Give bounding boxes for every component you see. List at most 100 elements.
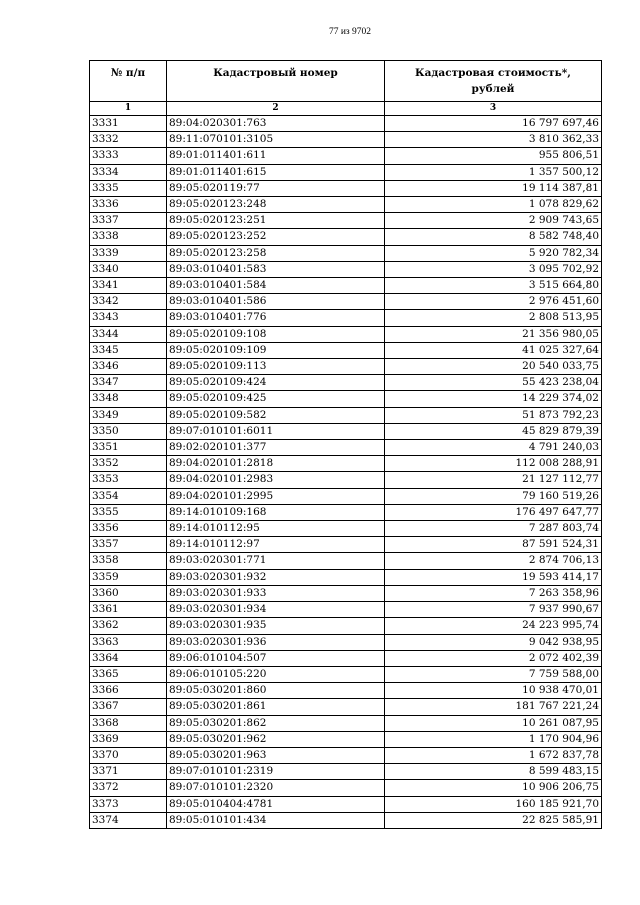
cadastral-number: 89:05:020109:109 <box>166 341 385 360</box>
row-index: 3348 <box>89 390 167 408</box>
row-index: 3336 <box>89 196 167 214</box>
table-row: 3348 89:05:020109:425 14 229 374,02 <box>89 390 602 408</box>
cadastral-value: 1 078 829,62 <box>384 196 602 214</box>
cadastral-number: 89:14:010112:95 <box>166 520 385 538</box>
cadastral-number: 89:04:020101:2983 <box>166 471 385 489</box>
cadastral-number: 89:05:020109:108 <box>166 325 385 343</box>
cadastral-number: 89:05:030201:962 <box>166 730 385 748</box>
row-index: 3340 <box>89 260 167 279</box>
cadastral-value: 87 591 524,31 <box>384 536 602 554</box>
row-index: 3356 <box>89 520 167 538</box>
table-header-row: № п/п Кадастровый номер Кадастровая стои… <box>89 60 602 102</box>
table-row: 3364 89:06:010104:507 2 072 402,39 <box>89 649 602 667</box>
table-row: 3340 89:03:010401:583 3 095 702,92 <box>89 260 602 279</box>
row-index: 3346 <box>89 358 167 376</box>
table-row: 3331 89:04:020301:763 16 797 697,46 <box>89 114 602 133</box>
column-number-row: 1 2 3 <box>89 101 602 116</box>
cadastral-number: 89:04:020101:2995 <box>166 487 385 505</box>
table-row: 3372 89:07:010101:2320 10 906 206,75 <box>89 779 602 797</box>
row-index: 3365 <box>89 665 167 684</box>
cadastral-number: 89:05:010101:434 <box>166 811 385 829</box>
cadastral-value: 176 497 647,77 <box>384 503 602 522</box>
row-index: 3374 <box>89 811 167 829</box>
cadastral-number: 89:03:010401:776 <box>166 309 385 327</box>
row-index: 3342 <box>89 293 167 311</box>
table-row: 3357 89:14:010112:97 87 591 524,31 <box>89 536 602 554</box>
row-index: 3339 <box>89 244 167 262</box>
cadastral-number: 89:05:020109:582 <box>166 406 385 424</box>
cadastral-value: 3 095 702,92 <box>384 260 602 279</box>
cadastral-value: 3 810 362,33 <box>384 131 602 149</box>
cadastral-number: 89:05:030201:862 <box>166 714 385 732</box>
cadastral-number: 89:01:011401:615 <box>166 163 385 181</box>
cadastral-value: 2 072 402,39 <box>384 649 602 667</box>
cadastral-number: 89:01:011401:611 <box>166 147 385 165</box>
cadastral-number: 89:05:020123:251 <box>166 212 385 230</box>
table-row: 3353 89:04:020101:2983 21 127 112,77 <box>89 471 602 489</box>
table-row: 3333 89:01:011401:611 955 806,51 <box>89 147 602 165</box>
row-index: 3333 <box>89 147 167 165</box>
row-index: 3358 <box>89 552 167 570</box>
table-row: 3342 89:03:010401:586 2 976 451,60 <box>89 293 602 311</box>
cadastral-value: 2 909 743,65 <box>384 212 602 230</box>
cadastral-number: 89:03:020301:771 <box>166 552 385 570</box>
header-cadastral-value: Кадастровая стоимость*, рублей <box>384 60 602 102</box>
table-row: 3374 89:05:010101:434 22 825 585,91 <box>89 811 602 829</box>
cadastral-number: 89:05:020109:113 <box>166 358 385 376</box>
cadastral-number: 89:05:030201:963 <box>166 746 385 765</box>
cadastral-value: 9 042 938,95 <box>384 633 602 651</box>
cadastral-value: 20 540 033,75 <box>384 358 602 376</box>
cadastral-number: 89:04:020301:763 <box>166 114 385 133</box>
row-index: 3357 <box>89 536 167 554</box>
row-index: 3361 <box>89 601 167 619</box>
table-row: 3361 89:03:020301:934 7 937 990,67 <box>89 601 602 619</box>
cadastral-value: 24 223 995,74 <box>384 617 602 635</box>
header-index: № п/п <box>89 60 167 102</box>
table-row: 3352 89:04:020101:2818 112 008 288,91 <box>89 455 602 473</box>
table-row: 3334 89:01:011401:615 1 357 500,12 <box>89 163 602 181</box>
cadastral-value: 2 976 451,60 <box>384 293 602 311</box>
cadastral-number: 89:05:020109:424 <box>166 374 385 392</box>
row-index: 3367 <box>89 698 167 716</box>
cadastral-value: 7 263 358,96 <box>384 584 602 603</box>
cadastral-value: 21 127 112,77 <box>384 471 602 489</box>
table-row: 3371 89:07:010101:2319 8 599 483,15 <box>89 763 602 781</box>
cadastral-value: 7 287 803,74 <box>384 520 602 538</box>
cadastral-number: 89:11:070101:3105 <box>166 131 385 149</box>
table-row: 3344 89:05:020109:108 21 356 980,05 <box>89 325 602 343</box>
cadastral-number: 89:03:020301:934 <box>166 601 385 619</box>
cadastral-number: 89:03:010401:584 <box>166 277 385 295</box>
cadastral-number: 89:05:020109:425 <box>166 390 385 408</box>
table-row: 3367 89:05:030201:861 181 767 221,24 <box>89 698 602 716</box>
row-index: 3351 <box>89 439 167 457</box>
cadastral-value: 16 797 697,46 <box>384 114 602 133</box>
table-row: 3360 89:03:020301:933 7 263 358,96 <box>89 584 602 603</box>
row-index: 3360 <box>89 584 167 603</box>
cadastral-value: 55 423 238,04 <box>384 374 602 392</box>
row-index: 3369 <box>89 730 167 748</box>
table-row: 3341 89:03:010401:584 3 515 664,80 <box>89 277 602 295</box>
row-index: 3344 <box>89 325 167 343</box>
table-row: 3337 89:05:020123:251 2 909 743,65 <box>89 212 602 230</box>
cadastral-value: 2 874 706,13 <box>384 552 602 570</box>
cadastral-value: 14 229 374,02 <box>384 390 602 408</box>
cadastral-value: 8 582 748,40 <box>384 228 602 246</box>
cadastral-number: 89:03:020301:935 <box>166 617 385 635</box>
cadastral-number: 89:05:030201:861 <box>166 698 385 716</box>
cadastral-value: 5 920 782,34 <box>384 244 602 262</box>
row-index: 3332 <box>89 131 167 149</box>
table-row: 3355 89:14:010109:168 176 497 647,77 <box>89 503 602 522</box>
table-row: 3346 89:05:020109:113 20 540 033,75 <box>89 358 602 376</box>
cadastral-number: 89:05:020123:252 <box>166 228 385 246</box>
cadastral-number: 89:03:020301:933 <box>166 584 385 603</box>
cadastral-value: 79 160 519,26 <box>384 487 602 505</box>
cadastral-value: 2 808 513,95 <box>384 309 602 327</box>
cadastral-number: 89:05:020123:258 <box>166 244 385 262</box>
row-index: 3373 <box>89 795 167 813</box>
cadastral-number: 89:04:020101:2818 <box>166 455 385 473</box>
table-row: 3332 89:11:070101:3105 3 810 362,33 <box>89 131 602 149</box>
cadastral-value: 10 906 206,75 <box>384 779 602 797</box>
table-row: 3343 89:03:010401:776 2 808 513,95 <box>89 309 602 327</box>
row-index: 3349 <box>89 406 167 424</box>
cadastral-number: 89:03:020301:932 <box>166 568 385 586</box>
